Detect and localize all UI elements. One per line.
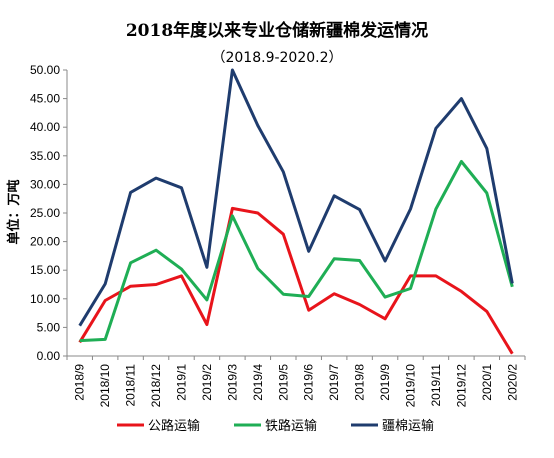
x-tick-label: 2018/11 (124, 364, 138, 407)
series-lines (78, 68, 514, 355)
x-tick-label: 2019/10 (404, 364, 418, 408)
y-axis-ticks: 0.00 5.00 10.00 15.00 20.00 25.00 30.00 35.00 40… (30, 63, 60, 363)
y-tick-label: 10.00 (30, 292, 60, 306)
series-line-3 (78, 68, 514, 327)
series-line-2 (79, 160, 514, 343)
x-tick-label: 2019/7 (327, 364, 341, 401)
y-tick-label: 5.00 (37, 320, 61, 334)
x-tick-label: 2020/2 (505, 364, 519, 401)
x-tick-label: 2018/12 (149, 364, 163, 408)
y-tick-label: 50.00 (30, 63, 60, 77)
x-axis-ticks: 2018/9 2018/10 2018/11 2018/12 2019/1 2019/2 2… (73, 364, 520, 408)
chart-subtitle: （2018.9-2020.2） (211, 50, 342, 66)
x-tick-label: 2019/9 (378, 364, 392, 401)
y-tick-label: 40.00 (30, 120, 60, 134)
x-tick-label: 2018/9 (73, 364, 87, 401)
legend-label-1: 公路运输 (148, 418, 200, 434)
x-tick-label: 2019/1 (175, 364, 189, 401)
axes (63, 69, 526, 360)
x-tick-label: 2020/1 (480, 364, 494, 401)
x-tick-label: 2019/12 (454, 364, 468, 408)
y-tick-label: 25.00 (30, 206, 60, 220)
y-tick-label: 15.00 (30, 263, 60, 277)
legend: 公路运输 铁路运输 疆棉运输 (117, 418, 434, 434)
y-tick-label: 35.00 (30, 149, 60, 163)
x-tick-label: 2019/5 (276, 364, 290, 401)
x-tick-label: 2018/10 (98, 364, 112, 408)
y-tick-label: 20.00 (30, 235, 60, 249)
chart-title: 2018年度以来专业仓储新疆棉发运情况 (126, 20, 428, 41)
y-tick-label: 0.00 (37, 349, 61, 363)
legend-label-2: 铁路运输 (265, 418, 317, 434)
y-tick-label: 30.00 (30, 177, 60, 191)
x-tick-label: 2019/4 (251, 364, 265, 401)
x-tick-label: 2019/8 (353, 364, 367, 401)
y-axis-label: 单位：万吨 (6, 179, 22, 244)
x-tick-label: 2019/2 (200, 364, 214, 401)
x-tick-label: 2019/6 (302, 364, 316, 401)
series-line-1 (78, 206, 514, 355)
x-tick-label: 2019/3 (225, 364, 239, 401)
legend-label-3: 疆棉运输 (382, 418, 434, 434)
y-tick-label: 45.00 (30, 92, 60, 106)
x-tick-label: 2019/11 (429, 364, 443, 407)
